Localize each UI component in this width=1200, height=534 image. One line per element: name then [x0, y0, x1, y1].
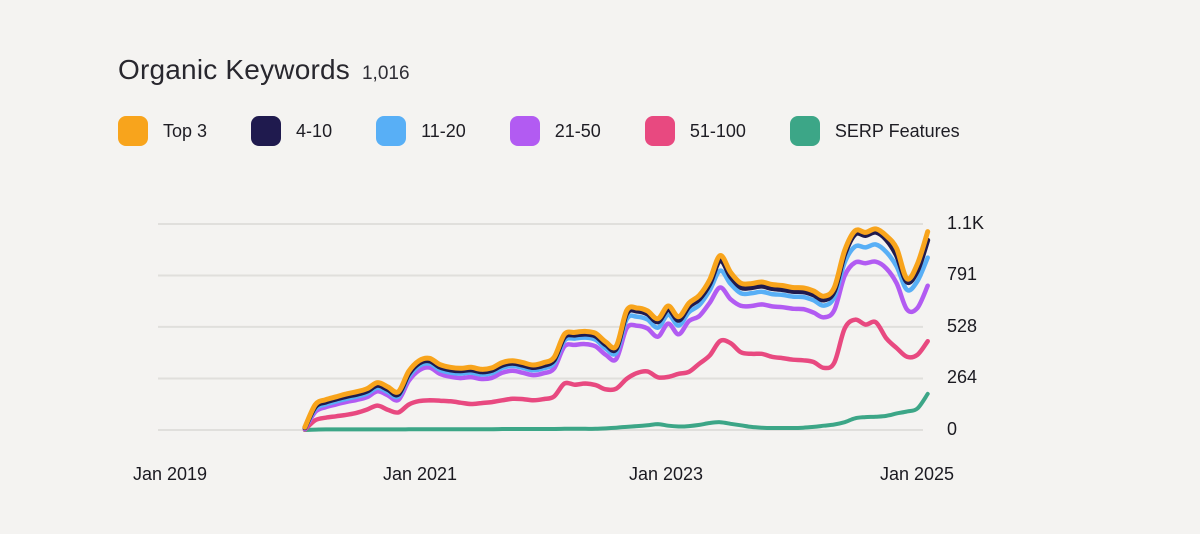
series-line-51-100[interactable] — [302, 317, 930, 432]
x-axis-tick: Jan 2019 — [132, 464, 208, 484]
legend-swatch-51-100 — [644, 116, 675, 146]
keyword-count: 1,016 — [361, 63, 410, 84]
legend-swatch-4-10 — [251, 116, 282, 146]
series-line-top-3[interactable] — [302, 226, 931, 430]
legend-swatch-11-20 — [376, 116, 407, 146]
legend-swatch-serp-features — [789, 116, 820, 146]
legend-label: 11-20 — [421, 120, 466, 141]
y-axis-tick: 1.1K — [947, 213, 985, 233]
x-axis-tick: Jan 2021 — [382, 464, 458, 484]
legend-label: 4-10 — [296, 120, 333, 141]
legend-item-4-10[interactable]: 4-10 — [251, 116, 332, 146]
header: Organic Keywords 1,016 — [118, 54, 410, 86]
page-title: Organic Keywords — [118, 54, 350, 85]
legend-item-top-3[interactable]: Top 3 — [118, 116, 207, 146]
legend-swatch-21-50 — [509, 116, 540, 146]
legend-label: Top 3 — [163, 120, 208, 141]
x-axis-tick: Jan 2023 — [628, 464, 704, 484]
legend-item-serp-features[interactable]: SERP Features — [789, 116, 960, 146]
legend-item-21-50[interactable]: 21-50 — [509, 116, 601, 146]
x-axis-tick: Jan 2025 — [879, 464, 955, 484]
legend-item-11-20[interactable]: 11-20 — [376, 116, 466, 146]
y-axis-tick: 264 — [947, 367, 978, 387]
y-axis-tick: 0 — [947, 419, 958, 439]
y-axis-tick: 791 — [947, 264, 978, 284]
legend: Top 3 4-10 11-20 21-50 51-100 SERP Features — [118, 116, 960, 146]
legend-label: 21-50 — [554, 120, 601, 141]
legend-label: SERP Features — [834, 120, 960, 141]
y-axis-tick: 528 — [947, 316, 978, 336]
series-line-serp-features[interactable] — [302, 391, 930, 432]
legend-label: 51-100 — [689, 120, 746, 141]
legend-swatch-top-3 — [118, 116, 148, 146]
legend-item-51-100[interactable]: 51-100 — [644, 116, 746, 146]
